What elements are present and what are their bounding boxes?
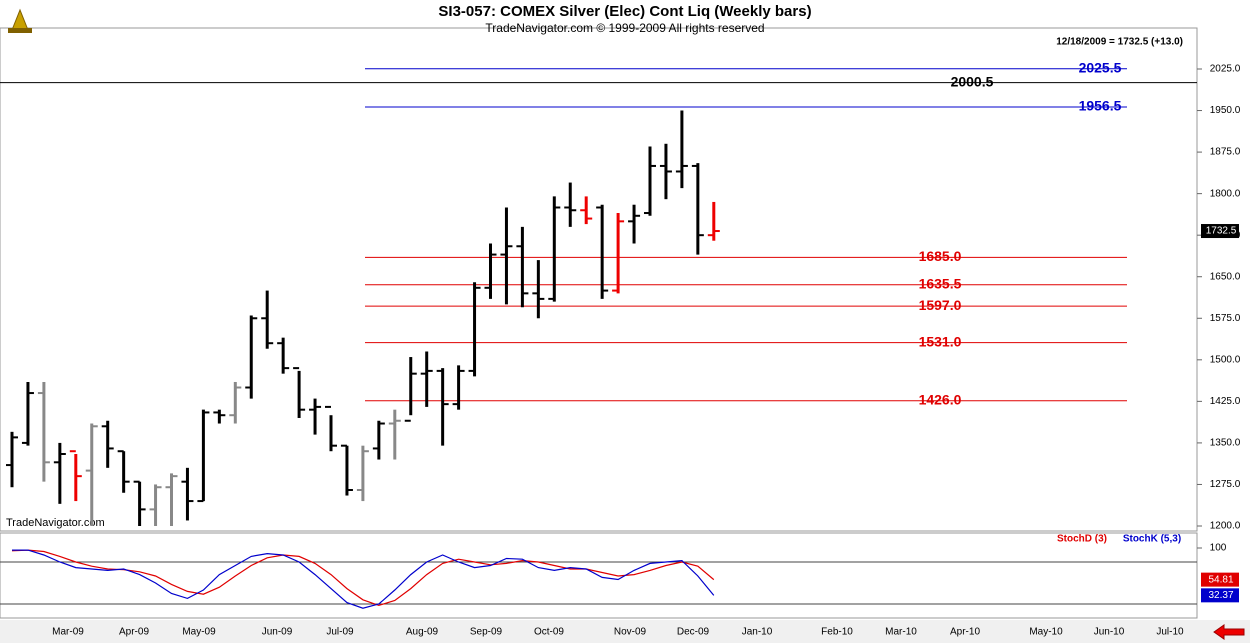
y-tick-label: 1650.0 bbox=[1210, 271, 1241, 282]
last-value-box bbox=[1201, 588, 1239, 603]
y-tick-label: 1950.0 bbox=[1210, 105, 1241, 116]
y-tick-label: 1500.0 bbox=[1210, 354, 1241, 365]
level-label: 2025.5 bbox=[1079, 59, 1122, 75]
level-label: 1956.5 bbox=[1079, 98, 1122, 114]
x-tick-label: Jul-10 bbox=[1156, 627, 1184, 638]
y-tick-label: 2025.0 bbox=[1210, 64, 1241, 75]
x-tick-label: Jan-10 bbox=[742, 627, 773, 638]
x-tick-label: Sep-09 bbox=[470, 627, 503, 638]
x-tick-label: Mar-09 bbox=[52, 627, 84, 638]
last-price-label: 1732.5 bbox=[1206, 226, 1237, 237]
y-tick-label: 1275.0 bbox=[1210, 479, 1241, 490]
level-label: 1426.0 bbox=[919, 392, 962, 408]
scroll-arrow[interactable] bbox=[1213, 624, 1245, 640]
level-label: 1685.0 bbox=[919, 248, 962, 264]
subtitle: TradeNavigator.com © 1999-2009 All right… bbox=[485, 21, 764, 35]
x-tick-label: Mar-10 bbox=[885, 627, 917, 638]
stoch-line bbox=[12, 549, 715, 609]
x-tick-label: Aug-09 bbox=[406, 627, 439, 638]
last-value-box bbox=[1201, 572, 1239, 587]
level-label: 2000.5 bbox=[951, 73, 994, 89]
y-tick-label: 1575.0 bbox=[1210, 313, 1241, 324]
y-tick-label: 1875.0 bbox=[1210, 147, 1241, 158]
x-tick-label: May-10 bbox=[1029, 627, 1063, 638]
level-label: 1531.0 bbox=[919, 333, 962, 349]
header-quote: 12/18/2009 = 1732.5 (+13.0) bbox=[1056, 37, 1183, 48]
x-tick-label: Dec-09 bbox=[677, 627, 710, 638]
last-value-label: 54.81 bbox=[1208, 574, 1233, 585]
y-tick-label: 1425.0 bbox=[1210, 396, 1241, 407]
x-tick-label: Jul-09 bbox=[326, 627, 354, 638]
price-panel bbox=[0, 27, 1198, 532]
legend-entry: StochK (5,3) bbox=[1123, 534, 1181, 545]
x-tick-label: Nov-09 bbox=[614, 627, 647, 638]
x-tick-label: May-09 bbox=[182, 627, 216, 638]
x-tick-label: Apr-09 bbox=[119, 627, 149, 638]
level-label: 1635.5 bbox=[919, 275, 962, 291]
x-tick-label: Apr-10 bbox=[950, 627, 980, 638]
legend-entry: StochD (3) bbox=[1057, 534, 1107, 545]
y-tick-label: 1350.0 bbox=[1210, 438, 1241, 449]
x-tick-label: Feb-10 bbox=[821, 627, 853, 638]
watermark: TradeNavigator.com bbox=[6, 517, 105, 529]
x-tick-label: Jun-10 bbox=[1094, 627, 1125, 638]
y-tick-label: 1200.0 bbox=[1210, 521, 1241, 532]
y-tick-label: 100 bbox=[1210, 543, 1227, 554]
last-price-box bbox=[1201, 224, 1239, 239]
level-label: 1597.0 bbox=[919, 297, 962, 313]
x-tick-label: Oct-09 bbox=[534, 627, 564, 638]
y-tick-label: 1800.0 bbox=[1210, 188, 1241, 199]
last-value-label: 32.37 bbox=[1208, 590, 1233, 601]
x-axis-area bbox=[0, 620, 1250, 643]
x-tick-label: Jun-09 bbox=[262, 627, 293, 638]
chart-title: SI3-057: COMEX Silver (Elec) Cont Liq (W… bbox=[438, 3, 811, 20]
logo bbox=[8, 8, 32, 33]
